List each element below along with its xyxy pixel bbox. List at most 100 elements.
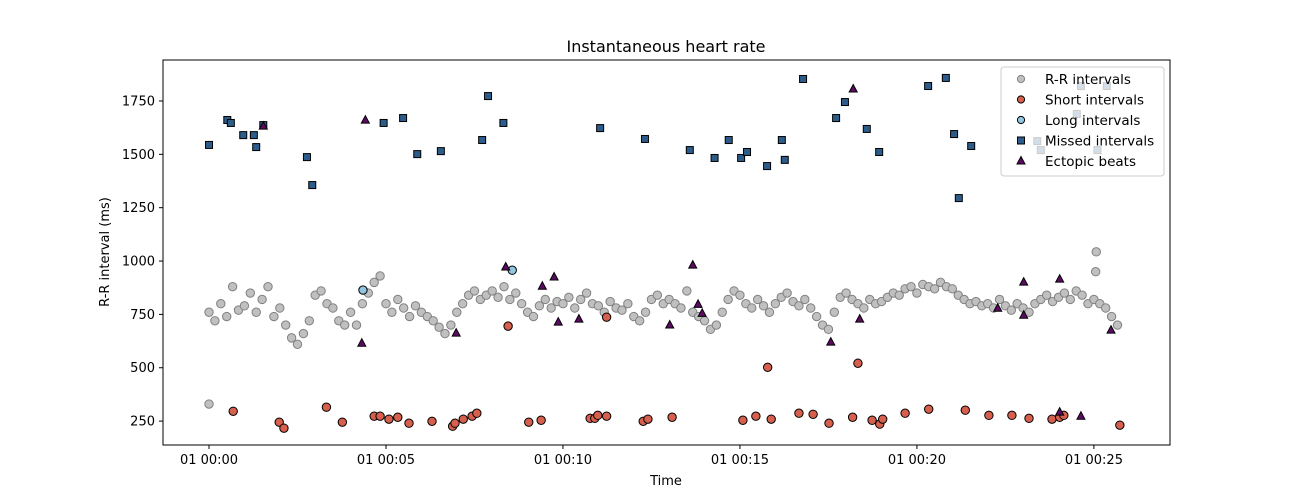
data-point	[823, 324, 834, 335]
data-point	[337, 417, 348, 427]
data-point	[862, 124, 871, 133]
data-point	[1076, 410, 1086, 420]
data-point	[994, 294, 1005, 305]
data-point	[758, 301, 769, 311]
data-point	[357, 299, 368, 309]
data-point	[472, 408, 482, 418]
data-point	[534, 301, 545, 311]
data-point	[499, 281, 509, 292]
data-point	[393, 294, 403, 305]
data-point	[428, 316, 438, 326]
data-point	[356, 337, 367, 347]
data-point	[605, 296, 615, 307]
data-point	[399, 114, 408, 123]
data-point	[984, 410, 994, 421]
data-point	[782, 288, 792, 298]
data-point	[912, 288, 922, 298]
data-point	[811, 311, 822, 322]
data-point	[252, 143, 261, 152]
data-point	[906, 281, 916, 292]
data-point	[281, 320, 291, 330]
data-point	[269, 311, 279, 322]
legend-item: R-R intervals	[1016, 72, 1131, 88]
data-point	[1065, 294, 1076, 305]
data-point	[434, 322, 444, 332]
data-point	[249, 131, 258, 140]
data-point	[617, 305, 627, 315]
data-point	[1059, 288, 1070, 298]
data-point	[764, 307, 775, 317]
data-point	[258, 120, 269, 130]
x-tick-label: 01 00:10	[534, 453, 592, 468]
legend: R-R intervals Short intervals Long interva…	[1000, 66, 1165, 177]
legend-marker	[1016, 74, 1026, 84]
data-point	[954, 194, 963, 203]
data-point	[1006, 305, 1017, 315]
data-point	[469, 286, 480, 296]
data-point	[393, 412, 403, 422]
data-point	[601, 312, 612, 322]
data-point	[806, 303, 816, 313]
data-point	[239, 131, 248, 140]
data-point	[1112, 320, 1123, 330]
data-point	[780, 155, 789, 164]
x-axis: 01 00:00 01 00:05 01 00:10 01 00:15 01 00:20…	[180, 445, 1123, 468]
y-axis-label: R-R interval (ms)	[98, 197, 113, 307]
data-point	[440, 328, 450, 339]
data-point	[640, 307, 651, 317]
data-point	[1047, 414, 1057, 424]
data-point	[854, 313, 865, 323]
data-point	[859, 303, 869, 313]
data-point	[286, 333, 297, 343]
legend-label: Short intervals	[1045, 93, 1144, 109]
x-tick-label: 01 00:05	[357, 453, 415, 468]
data-point	[381, 299, 391, 309]
data-point	[1054, 406, 1065, 416]
data-point	[894, 290, 904, 300]
data-point	[676, 303, 686, 313]
data-point	[404, 311, 415, 322]
x-tick-label: 01 00:20	[888, 453, 946, 468]
plot-marks	[204, 73, 1125, 433]
data-point	[825, 336, 836, 346]
data-point	[751, 411, 761, 421]
data-point	[279, 423, 289, 433]
data-point	[375, 411, 385, 421]
short-intervalsseries	[228, 312, 1125, 433]
data-point	[770, 299, 781, 309]
data-point	[304, 316, 315, 326]
data-point	[623, 299, 633, 309]
data-point	[540, 294, 550, 305]
data-point	[358, 285, 368, 295]
data-point	[682, 286, 692, 296]
data-point	[800, 294, 810, 305]
data-point	[794, 301, 804, 311]
data-point	[500, 261, 511, 271]
data-point	[487, 286, 497, 296]
data-point	[308, 181, 317, 190]
data-point	[693, 298, 703, 308]
data-point	[867, 415, 877, 425]
data-point	[747, 303, 757, 313]
x-tick-label: 01 00:25	[1065, 453, 1123, 468]
y-tick-label: 1500	[122, 148, 155, 163]
data-point	[924, 82, 933, 91]
data-point	[685, 146, 694, 155]
data-point	[992, 302, 1003, 312]
data-point	[516, 299, 527, 309]
data-point	[457, 299, 468, 309]
data-point	[875, 147, 884, 156]
data-point	[451, 327, 462, 337]
chart-title: Instantaneous heart rate	[566, 37, 765, 56]
data-point	[564, 292, 574, 303]
data-point	[257, 294, 267, 305]
data-point	[204, 307, 214, 317]
data-point	[1018, 276, 1029, 286]
data-point	[379, 118, 388, 127]
y-tick-label: 1750	[122, 94, 155, 109]
data-point	[601, 411, 612, 421]
data-point	[239, 301, 250, 311]
data-point	[763, 162, 772, 171]
data-point	[226, 118, 235, 127]
